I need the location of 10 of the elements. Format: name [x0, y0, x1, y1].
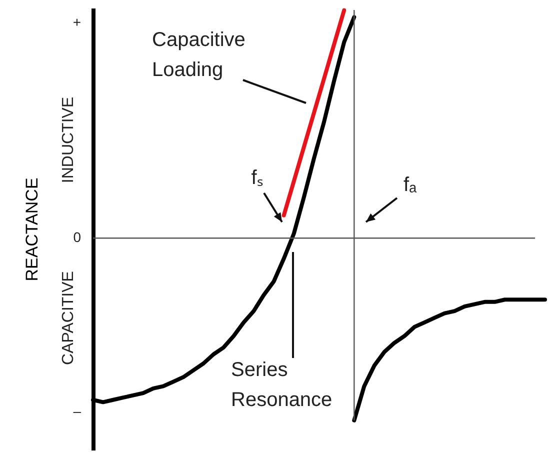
annotation: fₐ: [404, 174, 418, 196]
text: INDUCTIVE: [60, 96, 77, 184]
annotation: Capacitive Loading: [152, 29, 246, 81]
text: CAPACITIVE: [60, 271, 77, 365]
annotation: Series Resonance: [231, 359, 332, 411]
annotation: fₛ: [251, 167, 263, 189]
y-axis-title: REACTANCE: [22, 178, 42, 282]
text: –: [73, 403, 82, 419]
text: 0: [73, 229, 82, 246]
text: +: [72, 14, 81, 30]
